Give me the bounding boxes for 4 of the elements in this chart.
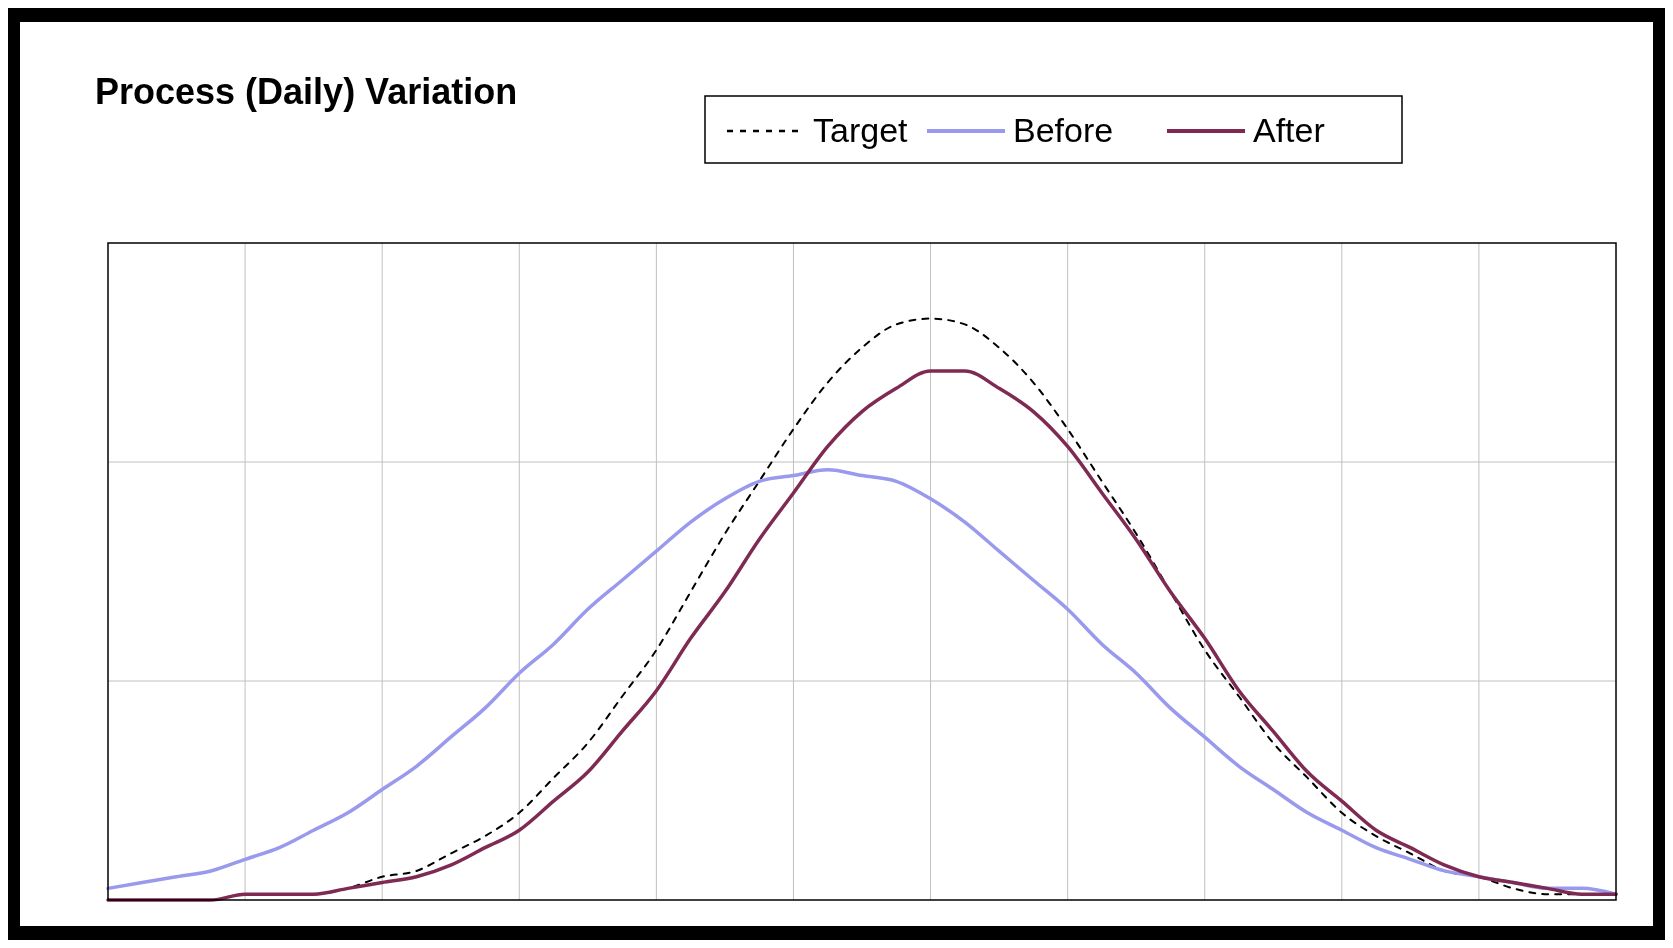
legend-label: Target	[813, 111, 909, 149]
legend-label: Before	[1013, 111, 1114, 149]
legend-label: After	[1253, 111, 1325, 149]
chart-title: Process (Daily) Variation	[95, 71, 518, 112]
